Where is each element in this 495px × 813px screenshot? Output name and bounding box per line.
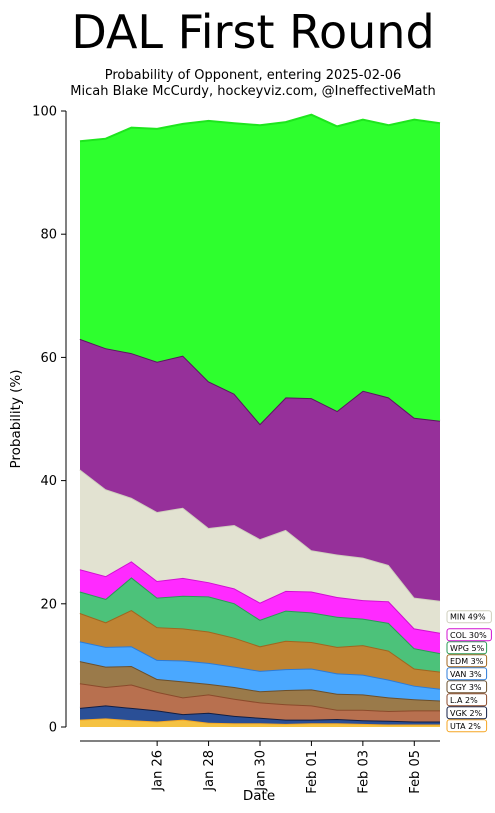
area-col: [80, 561, 440, 654]
y-tick-label: 60: [40, 351, 57, 366]
label-box-uta: [446, 719, 488, 733]
label-cgy: CGY 3%: [450, 683, 482, 692]
x-tick-label: Jan 28: [202, 750, 217, 792]
label-uta: UTA 2%: [450, 722, 481, 731]
x-tick-label: Jan 30: [254, 750, 269, 792]
chart-subtitle-line-2: Micah Blake McCurdy, hockeyviz.com, @Ine…: [70, 84, 436, 99]
y-tick-label: 20: [40, 597, 57, 612]
y-tick-label: 40: [40, 474, 57, 489]
stacked-areas: [79, 113, 441, 727]
area-wpg: [80, 577, 440, 672]
label-box-col: [446, 628, 492, 642]
x-tick-label: Feb 05: [408, 750, 423, 794]
label-box-van: [446, 667, 488, 681]
y-tick-label: 0: [49, 721, 57, 736]
label-wpg: WPG 5%: [450, 644, 485, 653]
y-tick-label: 80: [40, 228, 57, 243]
label-l.a: L.A 2%: [450, 696, 478, 705]
label-col: COL 30%: [450, 631, 487, 640]
series-line-min-area: [79, 113, 441, 143]
chart-subtitle-line-1: Probability of Opponent, entering 2025-0…: [105, 68, 402, 83]
label-box-edm: [446, 654, 488, 668]
area-cgy: [80, 661, 440, 711]
y-tick-label: 100: [32, 105, 57, 120]
y-axis-label: Probability (%): [8, 369, 24, 468]
label-box-min: [446, 610, 492, 624]
x-tick-label: Feb 03: [356, 750, 371, 794]
label-box-cgy: [446, 680, 488, 694]
x-tick-label: Feb 01: [305, 750, 320, 794]
label-vgk: VGK 2%: [450, 709, 483, 718]
x-tick-label: Jan 26: [151, 750, 166, 792]
area-min-area: [80, 114, 440, 424]
label-van: VAN 3%: [450, 670, 482, 679]
chart-title: DAL First Round: [71, 5, 434, 59]
label-box-vgk: [446, 706, 488, 720]
area-col-area: [80, 338, 440, 601]
axes: 0 20 40 60 80 100 Jan 26 Jan 28 Jan 30 Feb 01 Feb …: [32, 105, 440, 794]
series-labels: UTA 2% VGK 2% L.A 2% CGY 3% VAN 3% EDM 3% WPG …: [446, 610, 492, 733]
x-axis-label: Date: [243, 788, 275, 804]
label-edm: EDM 3%: [450, 657, 484, 666]
label-box-wpg: [446, 641, 488, 655]
label-min: MIN 49%: [450, 613, 486, 622]
area-edm: [80, 610, 440, 689]
label-box-l.a: [446, 693, 488, 707]
